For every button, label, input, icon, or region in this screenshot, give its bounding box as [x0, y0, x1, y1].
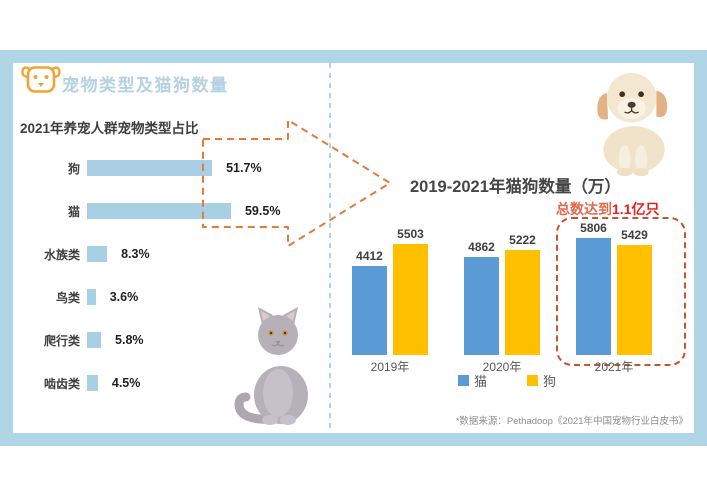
hbar	[87, 375, 98, 391]
hbar-category-label: 爬行类	[43, 333, 80, 348]
hbar	[87, 203, 231, 219]
data-source-note: *数据来源：Pethadoop《2021年中国宠物行业白皮书》	[455, 416, 688, 427]
chart-legend: 猫狗	[458, 371, 556, 390]
annotation-highlight: 1.1亿只	[612, 201, 660, 217]
hbar-category-label: 水族类	[43, 247, 80, 262]
hbar-value: 8.3%	[121, 247, 150, 261]
hbar-row: 啮齿类 4.5%	[18, 375, 140, 391]
cat-dog-chart-title: 2019-2021年猫狗数量（万）	[410, 178, 621, 196]
vbar-value-label: 4862	[468, 239, 495, 254]
vbar-group-label: 2020年	[482, 360, 522, 374]
hbar-category-label: 狗	[67, 161, 80, 176]
vbar-2019年-猫	[352, 265, 387, 355]
vbar-2021年-猫	[576, 237, 611, 355]
highlight-dashed-box	[556, 217, 686, 366]
total-annotation: 总数达到1.1亿只	[556, 199, 659, 219]
vbar-value-label: 5503	[397, 226, 424, 241]
vbar-group-label: 2019年	[370, 360, 410, 374]
hbar	[87, 160, 213, 176]
hbar-row: 猫 59.5%	[18, 203, 280, 219]
gray-cat-photo	[234, 307, 308, 425]
vbar-2021年-狗	[617, 245, 652, 355]
vbar-value-label: 5429	[621, 228, 648, 243]
hbar-row: 爬行类 5.8%	[18, 332, 144, 348]
vbar-value-label: 5222	[509, 232, 536, 247]
hbar-row: 鸟类 3.6%	[18, 289, 138, 305]
hbar-value: 4.5%	[111, 376, 141, 390]
legend-swatch-icon	[527, 375, 539, 386]
dog-face-icon	[21, 66, 61, 93]
vbar-2020年-猫	[464, 256, 499, 355]
vbar-value-label: 4412	[356, 248, 383, 263]
puppy-photo	[597, 72, 668, 177]
hbar-value: 59.5%	[244, 204, 281, 218]
hbar-row: 狗 51.7%	[18, 160, 262, 176]
vbar-2019年-狗	[393, 243, 428, 355]
hbar-value: 51.7%	[226, 161, 262, 175]
hbar-category-label: 鸟类	[55, 290, 80, 305]
legend-label: 狗	[543, 374, 557, 389]
hbar-value: 3.6%	[109, 290, 139, 304]
pet-type-chart-title: 2021年养宠人群宠物类型占比	[20, 121, 199, 136]
vbar-2020年-狗	[505, 249, 540, 355]
annotation-prefix: 总数达到	[556, 201, 612, 217]
vbar-value-label: 5806	[580, 220, 607, 235]
hbar-category-label: 啮齿类	[43, 376, 80, 391]
legend-item: 猫	[458, 371, 487, 390]
vbar-group-label: 2021年	[594, 360, 634, 374]
hbar-value: 5.8%	[115, 333, 144, 347]
page-title: 宠物类型及猫狗数量	[62, 76, 229, 95]
legend-label: 猫	[474, 374, 488, 389]
legend-item: 狗	[527, 371, 556, 390]
hbar	[87, 289, 96, 305]
hbar-category-label: 猫	[67, 204, 80, 219]
hbar-row: 水族类 8.3%	[18, 246, 150, 262]
hbar	[87, 246, 108, 262]
hbar	[87, 332, 102, 348]
legend-swatch-icon	[458, 375, 469, 386]
